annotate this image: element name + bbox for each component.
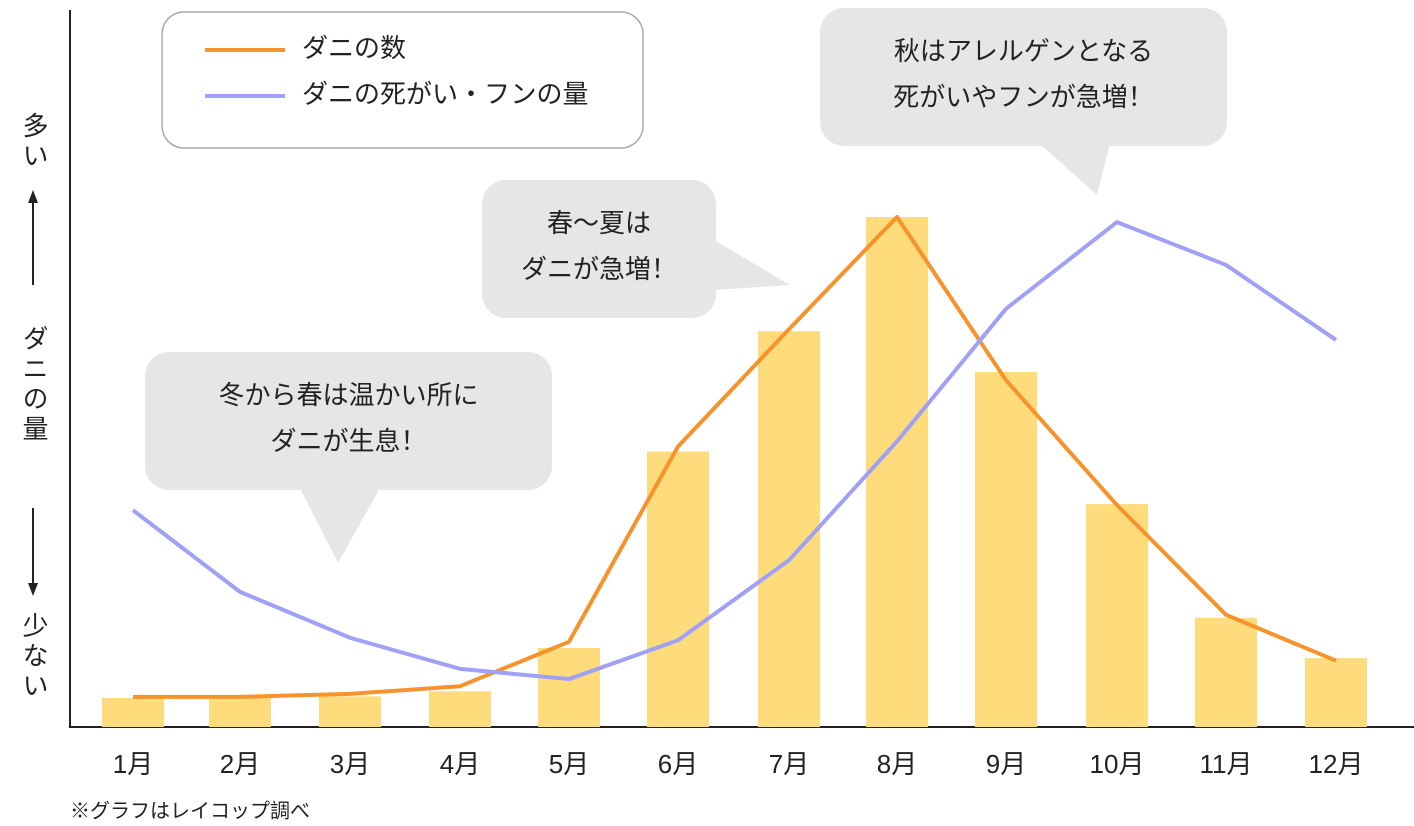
bubble xyxy=(820,8,1227,146)
legend-label: ダニの数 xyxy=(302,33,406,63)
bar xyxy=(209,697,271,727)
x-tick-label: 2月 xyxy=(220,749,260,779)
bar xyxy=(975,372,1037,727)
y-label-bottom: 少ない xyxy=(19,612,49,702)
x-tick-label: 12月 xyxy=(1309,749,1364,779)
bar xyxy=(866,217,928,727)
x-tick-label: 4月 xyxy=(440,749,480,779)
bar xyxy=(1305,658,1367,727)
bar xyxy=(538,647,600,727)
annotation-text: 冬から春は温かい所に xyxy=(218,380,478,410)
bar xyxy=(319,696,381,727)
x-tick-label: 6月 xyxy=(658,749,698,779)
bubble-tail xyxy=(714,240,790,290)
annotation-text: 死がいやフンが急増！ xyxy=(893,82,1154,112)
bar xyxy=(647,451,709,727)
x-tick-label: 7月 xyxy=(769,749,809,779)
bar xyxy=(102,697,164,727)
bar xyxy=(1086,504,1148,727)
line-series xyxy=(131,220,1338,682)
x-tick-label: 5月 xyxy=(549,749,589,779)
y-label-top: 多い xyxy=(19,112,49,172)
y-label-middle: ダニの量 xyxy=(19,325,49,445)
annotation-text: 秋はアレルゲンとなる xyxy=(894,36,1153,66)
x-tick-label: 8月 xyxy=(877,749,917,779)
x-tick-label: 1月 xyxy=(113,749,153,779)
arrow-up-head xyxy=(28,190,38,203)
x-tick-label: 3月 xyxy=(330,749,370,779)
x-tick-label: 10月 xyxy=(1090,749,1145,779)
arrow-down-head xyxy=(28,583,38,596)
annotation-text: 春〜夏は xyxy=(547,208,651,238)
bubble xyxy=(145,352,552,490)
bubble-tail xyxy=(300,488,380,563)
annotation-text: ダニが生息！ xyxy=(270,426,426,456)
bar xyxy=(758,331,820,727)
bar xyxy=(429,691,491,727)
footnote: ※グラフはレイコップ調べ xyxy=(70,799,310,822)
legend-box xyxy=(161,11,644,149)
x-tick-label: 9月 xyxy=(986,749,1026,779)
annotation-text: ダニが急増！ xyxy=(521,254,677,284)
bar xyxy=(1195,617,1257,727)
line-series xyxy=(133,215,1337,699)
bubble xyxy=(482,180,716,318)
x-tick-label: 11月 xyxy=(1200,749,1253,779)
legend-label: ダニの死がい・フンの量 xyxy=(302,79,589,109)
bubble-tail xyxy=(1040,144,1110,195)
